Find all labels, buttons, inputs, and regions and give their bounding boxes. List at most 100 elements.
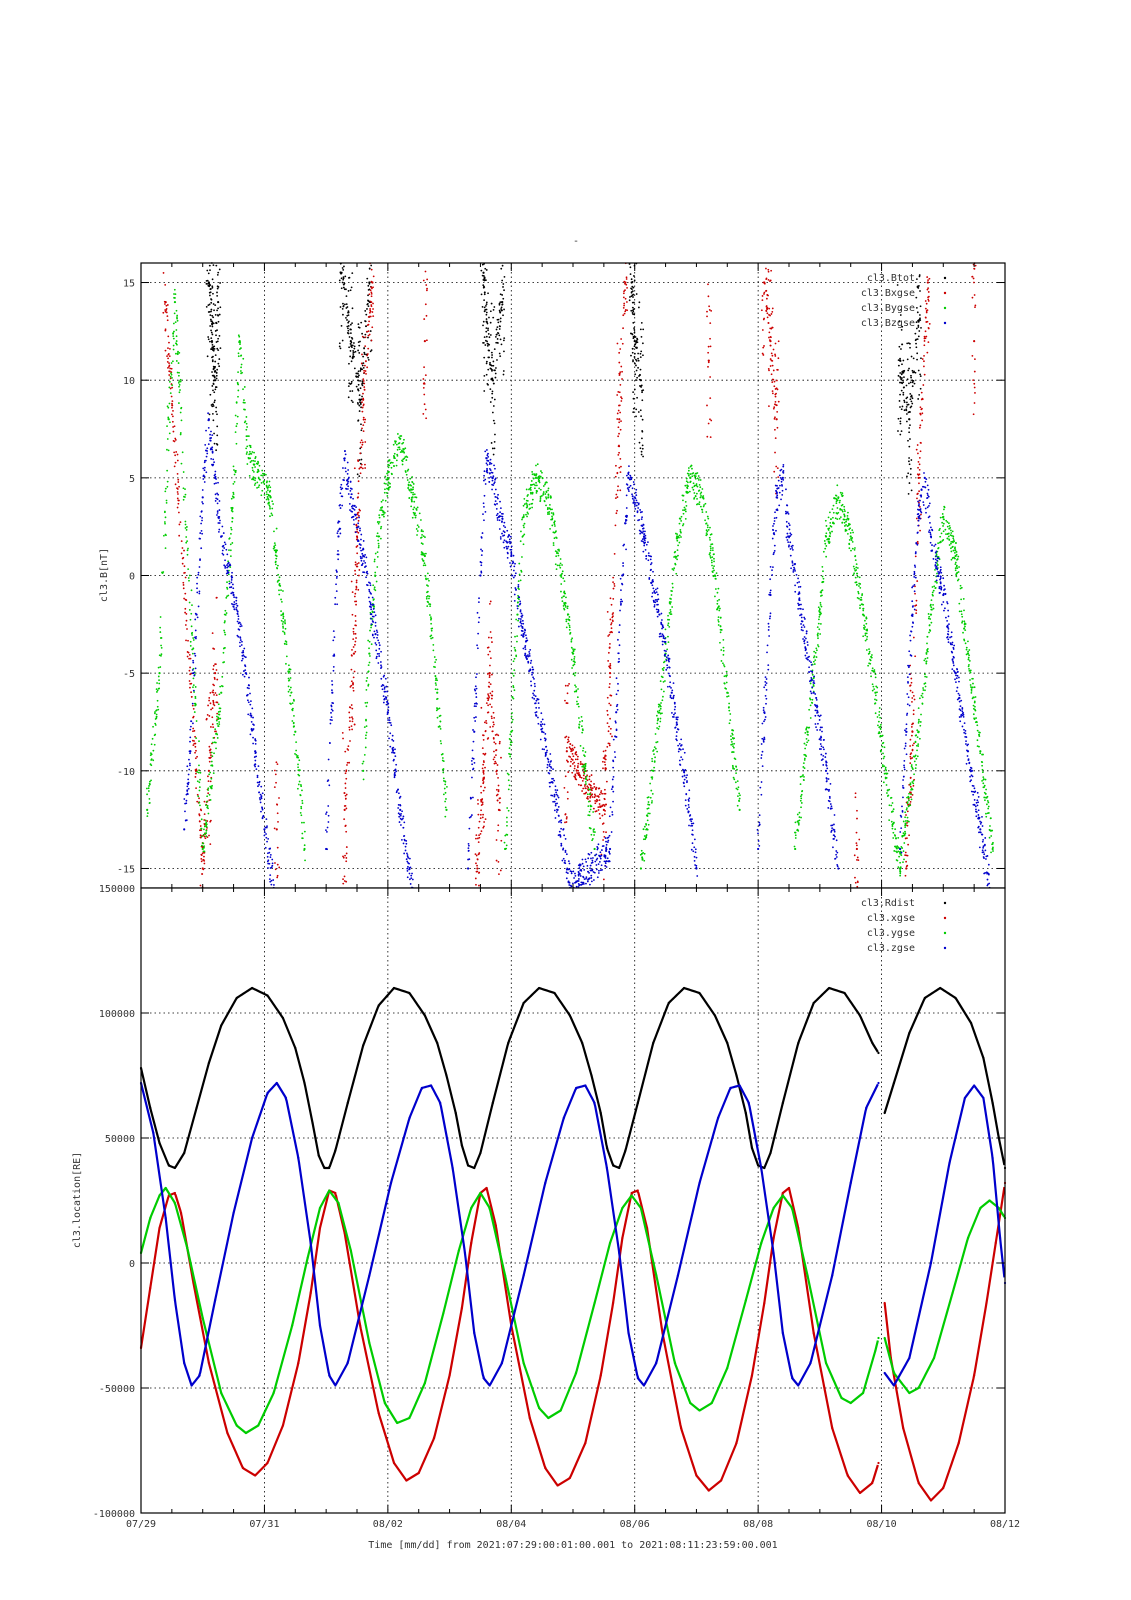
data-point xyxy=(964,625,966,628)
data-point xyxy=(204,819,207,822)
data-point xyxy=(203,813,206,816)
data-point xyxy=(484,339,487,342)
data-point xyxy=(926,642,928,645)
data-point xyxy=(187,547,189,550)
data-point xyxy=(478,852,481,854)
data-point xyxy=(762,346,765,349)
data-point xyxy=(429,614,431,616)
data-point xyxy=(955,575,958,578)
data-point xyxy=(212,703,215,705)
data-point xyxy=(536,463,539,466)
data-point xyxy=(575,769,578,772)
data-point xyxy=(954,563,957,565)
data-point xyxy=(857,859,860,862)
data-point xyxy=(262,474,264,477)
data-point xyxy=(765,267,767,270)
data-point xyxy=(352,630,355,633)
data-point xyxy=(488,336,491,339)
data-point xyxy=(443,787,446,790)
data-point xyxy=(210,308,213,311)
data-point xyxy=(542,492,545,495)
data-point xyxy=(908,410,911,413)
data-point xyxy=(879,734,882,737)
data-point xyxy=(477,841,480,844)
data-point xyxy=(812,677,815,680)
data-point xyxy=(177,362,180,364)
data-point xyxy=(774,355,777,357)
data-point xyxy=(909,782,912,785)
data-point xyxy=(837,497,840,500)
data-point xyxy=(386,495,389,497)
data-point xyxy=(635,408,638,411)
data-point xyxy=(499,310,501,313)
data-point xyxy=(227,573,230,576)
data-point xyxy=(218,358,221,360)
data-point xyxy=(178,499,180,502)
data-point xyxy=(568,624,571,627)
data-point xyxy=(511,718,514,721)
data-point xyxy=(370,268,373,271)
data-point xyxy=(362,430,365,433)
data-point xyxy=(828,511,831,514)
data-point xyxy=(493,369,496,372)
data-point xyxy=(882,752,884,755)
data-point xyxy=(907,843,910,846)
data-point xyxy=(194,745,197,748)
data-point xyxy=(808,708,811,711)
data-point xyxy=(737,786,740,789)
data-point xyxy=(963,638,965,641)
data-point xyxy=(843,508,846,511)
data-point xyxy=(514,635,516,638)
data-point xyxy=(973,718,976,720)
data-point xyxy=(522,543,525,546)
data-point xyxy=(360,463,363,466)
data-point xyxy=(951,546,954,549)
data-point xyxy=(357,326,360,329)
data-point xyxy=(368,267,371,270)
data-point xyxy=(967,656,970,659)
data-point xyxy=(369,330,372,332)
data-point xyxy=(491,690,494,693)
data-point xyxy=(919,375,922,378)
data-point xyxy=(924,337,927,340)
data-point xyxy=(217,337,220,340)
data-point xyxy=(508,784,511,787)
data-point xyxy=(429,616,432,619)
data-point xyxy=(592,811,595,813)
data-point xyxy=(513,669,516,672)
data-point xyxy=(635,293,638,295)
data-point xyxy=(225,596,228,599)
data-point xyxy=(903,386,905,389)
data-point xyxy=(482,769,485,772)
data-point xyxy=(183,549,185,552)
data-point xyxy=(265,498,268,501)
data-point xyxy=(917,743,920,745)
data-point xyxy=(809,697,811,700)
data-point xyxy=(728,722,731,725)
data-point xyxy=(354,592,357,595)
data-point xyxy=(941,516,944,519)
data-point xyxy=(841,510,844,513)
data-point xyxy=(609,597,612,600)
data-point xyxy=(172,409,174,412)
data-point xyxy=(257,486,260,489)
data-point xyxy=(881,734,884,737)
data-point xyxy=(189,657,192,660)
data-point xyxy=(166,315,169,317)
data-point xyxy=(625,283,628,286)
data-point xyxy=(174,483,177,486)
data-point xyxy=(166,425,168,428)
data-point xyxy=(288,670,291,673)
data-point xyxy=(198,740,200,743)
series-cl3.Bygse xyxy=(145,288,994,877)
data-point xyxy=(631,309,634,312)
data-point xyxy=(774,395,777,398)
data-point xyxy=(640,453,643,456)
data-point xyxy=(917,335,920,338)
data-point xyxy=(949,534,952,537)
data-point xyxy=(489,683,492,686)
data-point xyxy=(762,354,765,356)
data-point xyxy=(194,751,196,754)
data-point xyxy=(696,497,698,500)
data-point xyxy=(826,538,829,541)
